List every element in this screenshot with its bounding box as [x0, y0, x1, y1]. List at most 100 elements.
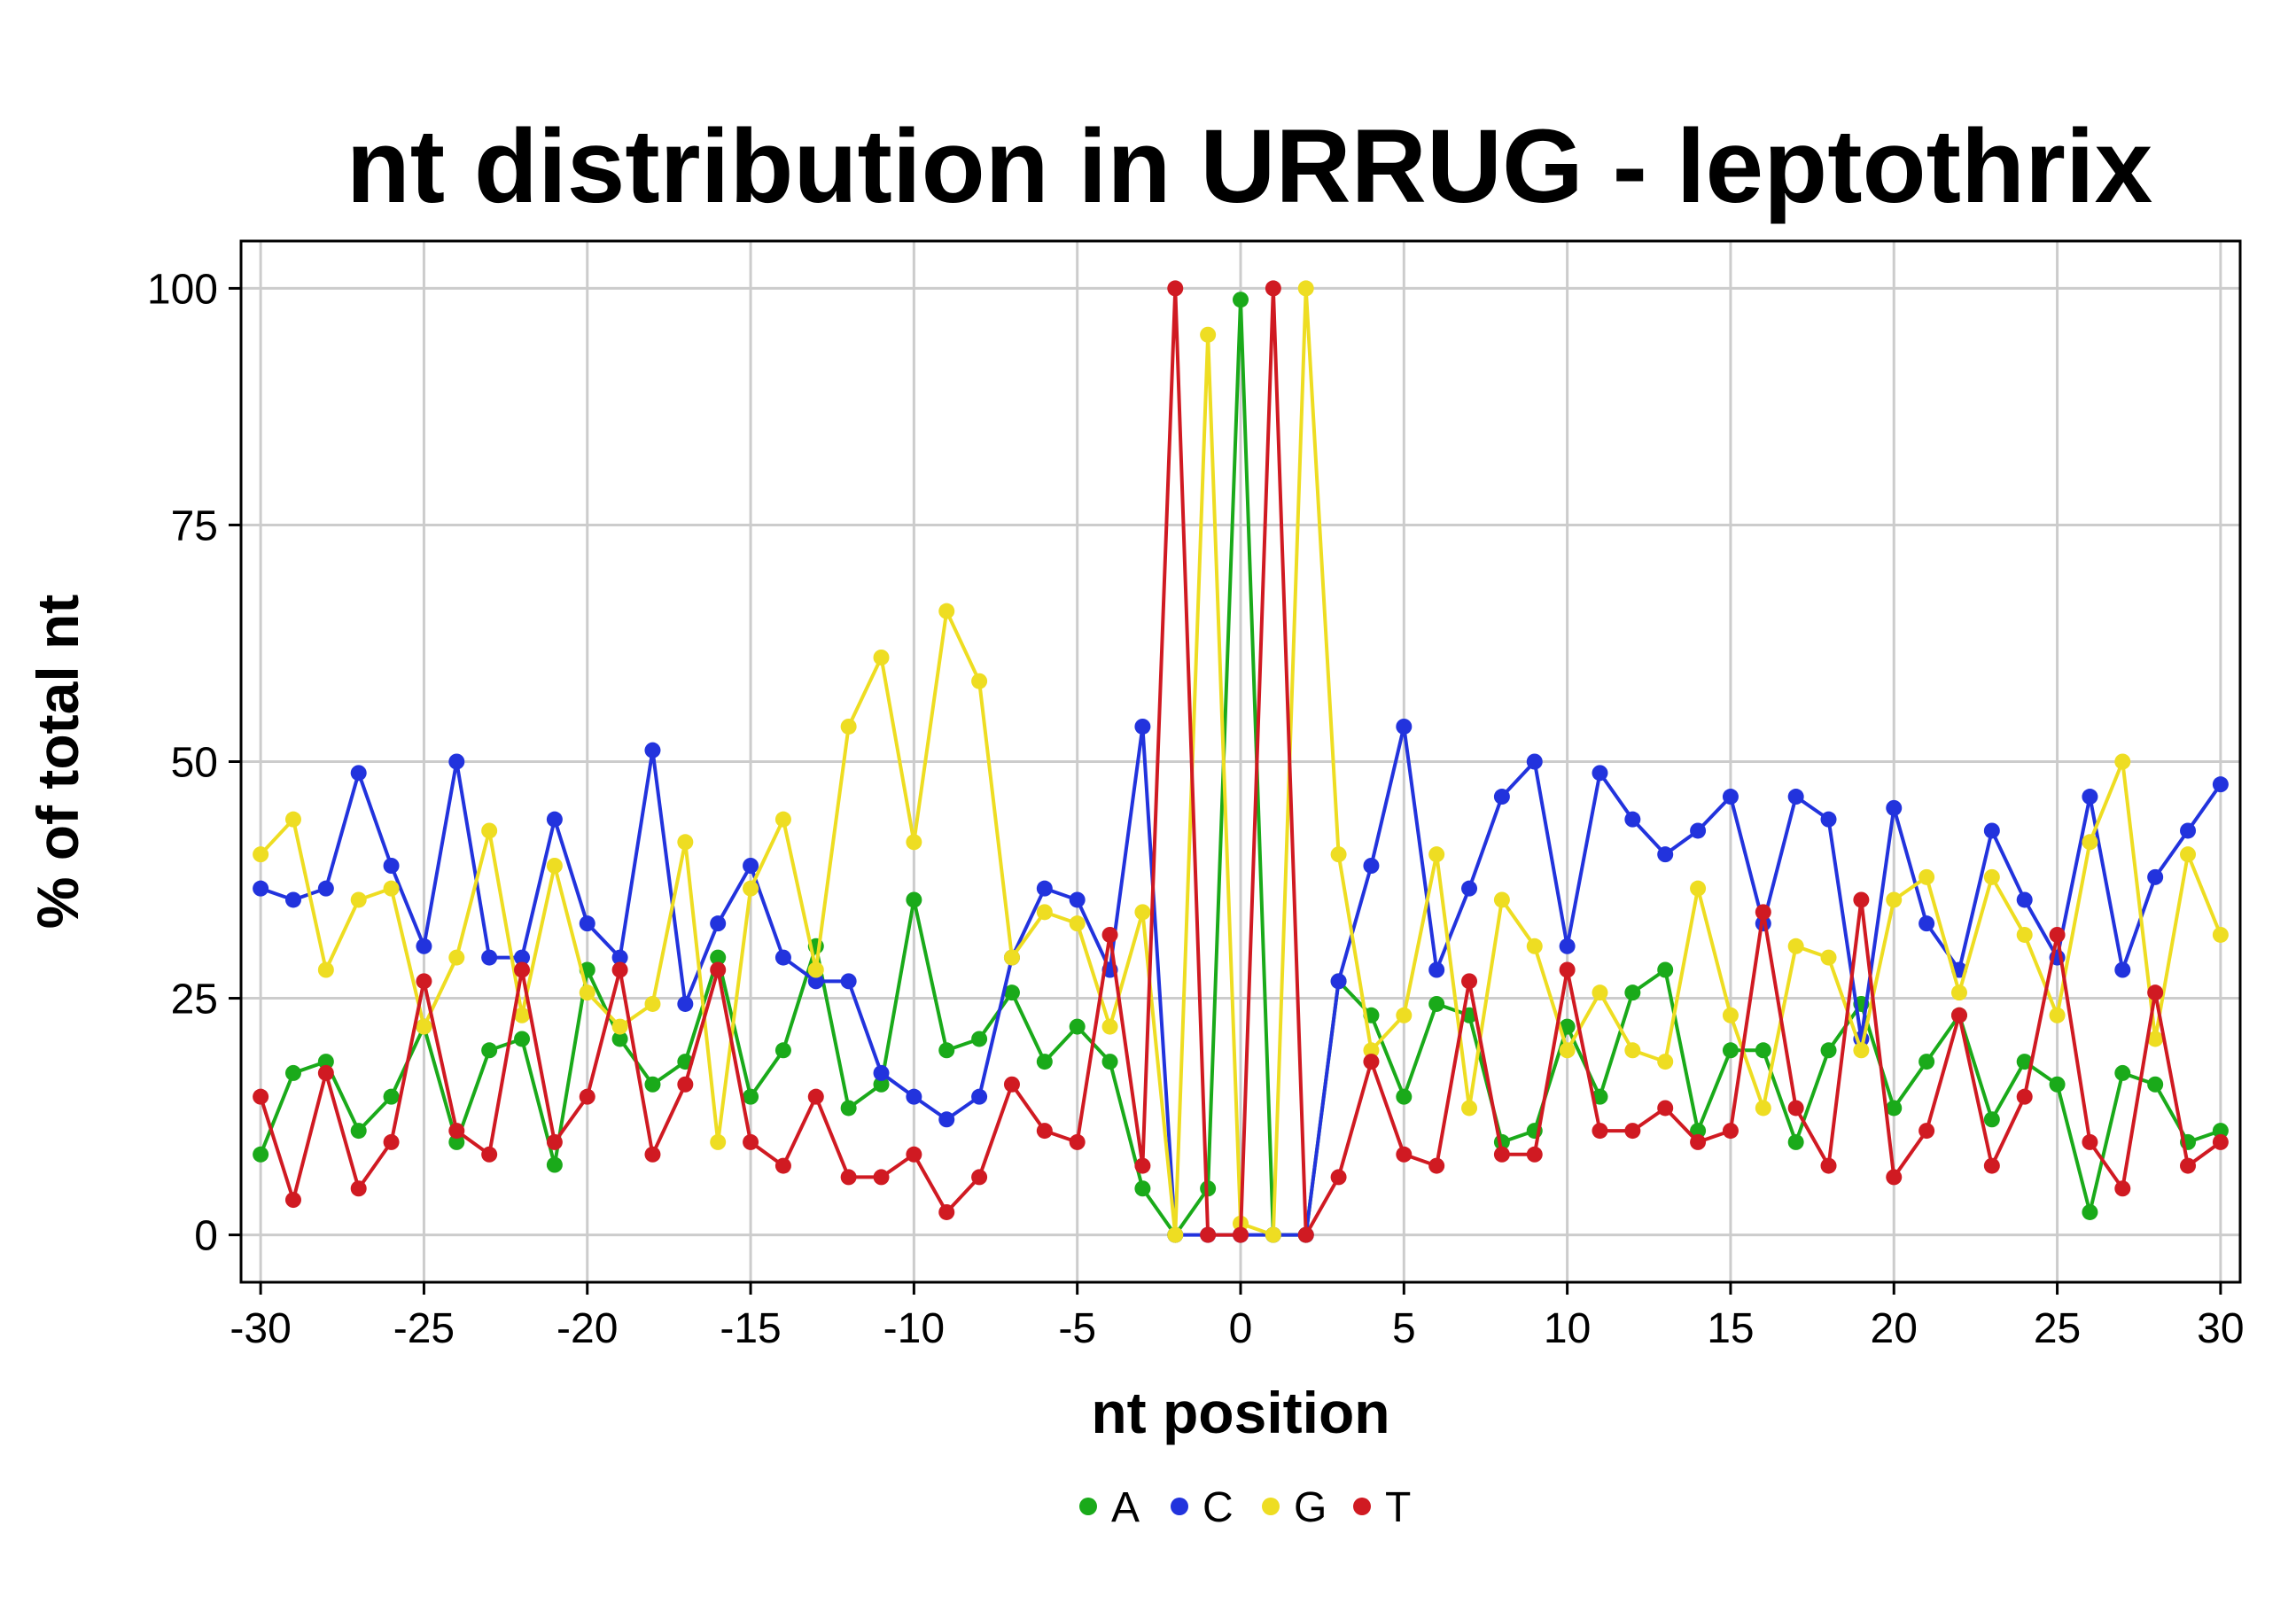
data-point-A — [317, 1054, 334, 1070]
chart-title: nt distribution in URRUG - leptothrix — [346, 108, 2153, 225]
data-point-C — [1493, 789, 1510, 805]
data-point-G — [1722, 1007, 1739, 1023]
legend-key-A — [1079, 1498, 1097, 1515]
data-point-T — [971, 1169, 988, 1186]
data-point-G — [1101, 1018, 1118, 1035]
data-point-T — [1657, 1100, 1674, 1117]
data-point-T — [1787, 1100, 1804, 1117]
data-point-T — [1036, 1123, 1053, 1140]
data-point-A — [1624, 984, 1641, 1001]
data-point-C — [971, 1088, 988, 1105]
data-point-T — [807, 1088, 824, 1105]
x-tick-label: -10 — [883, 1305, 945, 1352]
data-point-C — [1036, 880, 1053, 897]
data-point-T — [1101, 926, 1118, 943]
data-point-T — [906, 1146, 922, 1163]
data-point-C — [579, 915, 595, 932]
data-point-A — [1755, 1042, 1771, 1059]
data-point-C — [1526, 753, 1543, 770]
data-point-T — [873, 1169, 890, 1186]
data-point-T — [840, 1169, 857, 1186]
data-point-G — [1820, 949, 1837, 966]
data-point-C — [481, 949, 498, 966]
data-point-A — [1233, 292, 1249, 308]
x-tick-label: 25 — [2034, 1305, 2081, 1352]
data-point-A — [1886, 1100, 1903, 1117]
data-point-A — [481, 1042, 498, 1059]
data-point-G — [1036, 904, 1053, 921]
data-point-G — [1787, 938, 1804, 954]
data-point-C — [2212, 776, 2229, 793]
data-point-T — [1559, 961, 1576, 978]
data-point-C — [906, 1088, 922, 1105]
data-point-C — [514, 949, 531, 966]
y-tick-label: 0 — [194, 1213, 218, 1260]
data-point-C — [1559, 938, 1576, 954]
x-tick-label: 15 — [1707, 1305, 1754, 1352]
axis-layer: -30 -25 -20 -15 -10 -5 0 5 10 15 20 25 30 0 25 50 75 100 — [147, 266, 2245, 1352]
legend-label-T: T — [1385, 1484, 1411, 1531]
data-point-T — [481, 1146, 498, 1163]
data-point-A — [1820, 1042, 1837, 1059]
y-tick-label: 75 — [171, 502, 218, 549]
data-point-T — [1134, 1157, 1151, 1174]
data-point-A — [1003, 984, 1020, 1001]
data-point-G — [906, 834, 922, 851]
data-point-A — [1069, 1018, 1086, 1035]
data-point-G — [1526, 938, 1543, 954]
data-point-G — [1461, 1100, 1478, 1117]
data-point-C — [1428, 961, 1445, 978]
data-point-G — [2016, 926, 2033, 943]
x-tick-label: 20 — [1871, 1305, 1918, 1352]
data-point-A — [1657, 961, 1674, 978]
x-tick-label: 10 — [1544, 1305, 1591, 1352]
data-point-C — [2180, 822, 2197, 839]
data-point-T — [710, 961, 727, 978]
data-point-C — [1134, 718, 1151, 735]
data-point-G — [546, 858, 563, 874]
data-point-T — [350, 1180, 367, 1197]
data-point-C — [1886, 799, 1903, 816]
data-point-T — [1592, 1123, 1608, 1140]
data-point-T — [317, 1064, 334, 1081]
data-point-C — [873, 1064, 890, 1081]
data-point-T — [546, 1133, 563, 1150]
legend-label-A: A — [1111, 1484, 1140, 1531]
data-point-T — [1200, 1226, 1217, 1243]
data-point-G — [383, 880, 400, 897]
data-point-G — [448, 949, 465, 966]
data-point-T — [1167, 280, 1184, 297]
data-point-C — [774, 949, 791, 966]
data-point-A — [2016, 1054, 2033, 1070]
data-point-T — [1690, 1133, 1707, 1150]
data-point-C — [743, 858, 759, 874]
data-point-G — [1983, 868, 2000, 885]
data-point-A — [2212, 1123, 2229, 1140]
legend-label-C: C — [1202, 1484, 1234, 1531]
data-point-A — [873, 1076, 890, 1093]
data-point-G — [1493, 891, 1510, 908]
data-point-T — [2082, 1133, 2098, 1150]
data-point-T — [1950, 1007, 1967, 1023]
x-tick-label: -25 — [393, 1305, 455, 1352]
data-point-G — [579, 984, 595, 1001]
data-point-A — [2114, 1064, 2131, 1081]
data-point-T — [1624, 1123, 1641, 1140]
data-point-C — [1919, 915, 1935, 932]
data-point-T — [1428, 1157, 1445, 1174]
data-point-T — [1722, 1123, 1739, 1140]
data-point-G — [774, 811, 791, 828]
data-point-A — [350, 1123, 367, 1140]
data-point-T — [743, 1133, 759, 1150]
data-point-G — [1886, 891, 1903, 908]
data-point-C — [350, 765, 367, 782]
data-point-G — [710, 1133, 727, 1150]
data-point-G — [840, 718, 857, 735]
data-point-C — [284, 891, 301, 908]
data-point-T — [1330, 1169, 1347, 1186]
data-point-T — [1853, 891, 1870, 908]
data-point-G — [1069, 915, 1086, 932]
data-point-A — [774, 1042, 791, 1059]
